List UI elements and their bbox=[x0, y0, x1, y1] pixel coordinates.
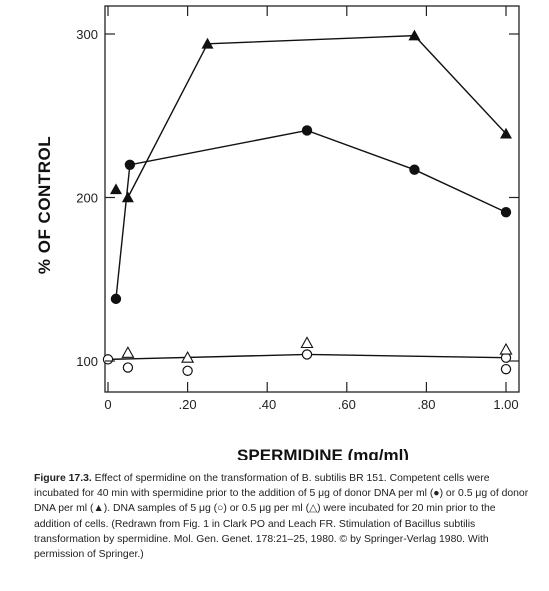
data-point-open-circle bbox=[500, 363, 512, 375]
y-tick-label: 300 bbox=[76, 27, 98, 42]
data-point-filled-triangle bbox=[109, 183, 122, 195]
data-point-filled-circle bbox=[124, 159, 136, 170]
data-point-open-triangle bbox=[499, 342, 513, 355]
y-tick-label: 100 bbox=[76, 354, 98, 369]
data-point-open-circle bbox=[301, 349, 313, 360]
x-tick-label: 0 bbox=[104, 397, 111, 412]
x-tick-label: .80 bbox=[417, 397, 435, 412]
x-axis-label: SPERMIDINE (mg/ml) bbox=[237, 446, 409, 460]
data-point-filled-triangle bbox=[201, 37, 214, 49]
x-tick-label: .40 bbox=[258, 397, 276, 412]
data-points bbox=[102, 29, 513, 377]
x-tick-label: .60 bbox=[338, 397, 356, 412]
data-point-filled-circle bbox=[110, 293, 122, 305]
axis-ticks: 0 .20 .40 .60 .80 1.00 100 200 300 bbox=[76, 6, 519, 412]
data-point-open-triangle bbox=[121, 346, 135, 358]
data-point-open-circle bbox=[122, 362, 134, 373]
series-line bbox=[127, 34, 507, 198]
x-tick-label: .20 bbox=[179, 397, 197, 412]
data-point-filled-triangle bbox=[500, 127, 512, 139]
data-point-filled-circle bbox=[301, 125, 313, 136]
data-point-filled-triangle bbox=[408, 29, 421, 41]
plot-frame bbox=[104, 5, 520, 393]
data-point-open-circle bbox=[102, 354, 114, 365]
data-point-open-triangle bbox=[181, 350, 195, 363]
y-axis-label: % OF CONTROL bbox=[35, 136, 54, 274]
data-point-open-circle bbox=[182, 365, 193, 377]
series-lines bbox=[107, 34, 507, 361]
figure-caption-text: Effect of spermidine on the transformati… bbox=[34, 473, 529, 561]
figure-caption-label: Figure 17.3. bbox=[34, 473, 92, 484]
data-point-filled-circle bbox=[500, 207, 512, 218]
y-tick-label: 200 bbox=[76, 191, 98, 206]
figure-caption: Figure 17.3. Effect of spermidine on the… bbox=[34, 471, 530, 562]
series-line bbox=[115, 129, 507, 299]
plot-border bbox=[104, 5, 520, 393]
x-tick-label: 1.00 bbox=[493, 397, 518, 412]
data-point-filled-circle bbox=[409, 164, 420, 175]
data-point-open-triangle bbox=[300, 336, 314, 349]
data-point-filled-triangle bbox=[121, 191, 134, 203]
